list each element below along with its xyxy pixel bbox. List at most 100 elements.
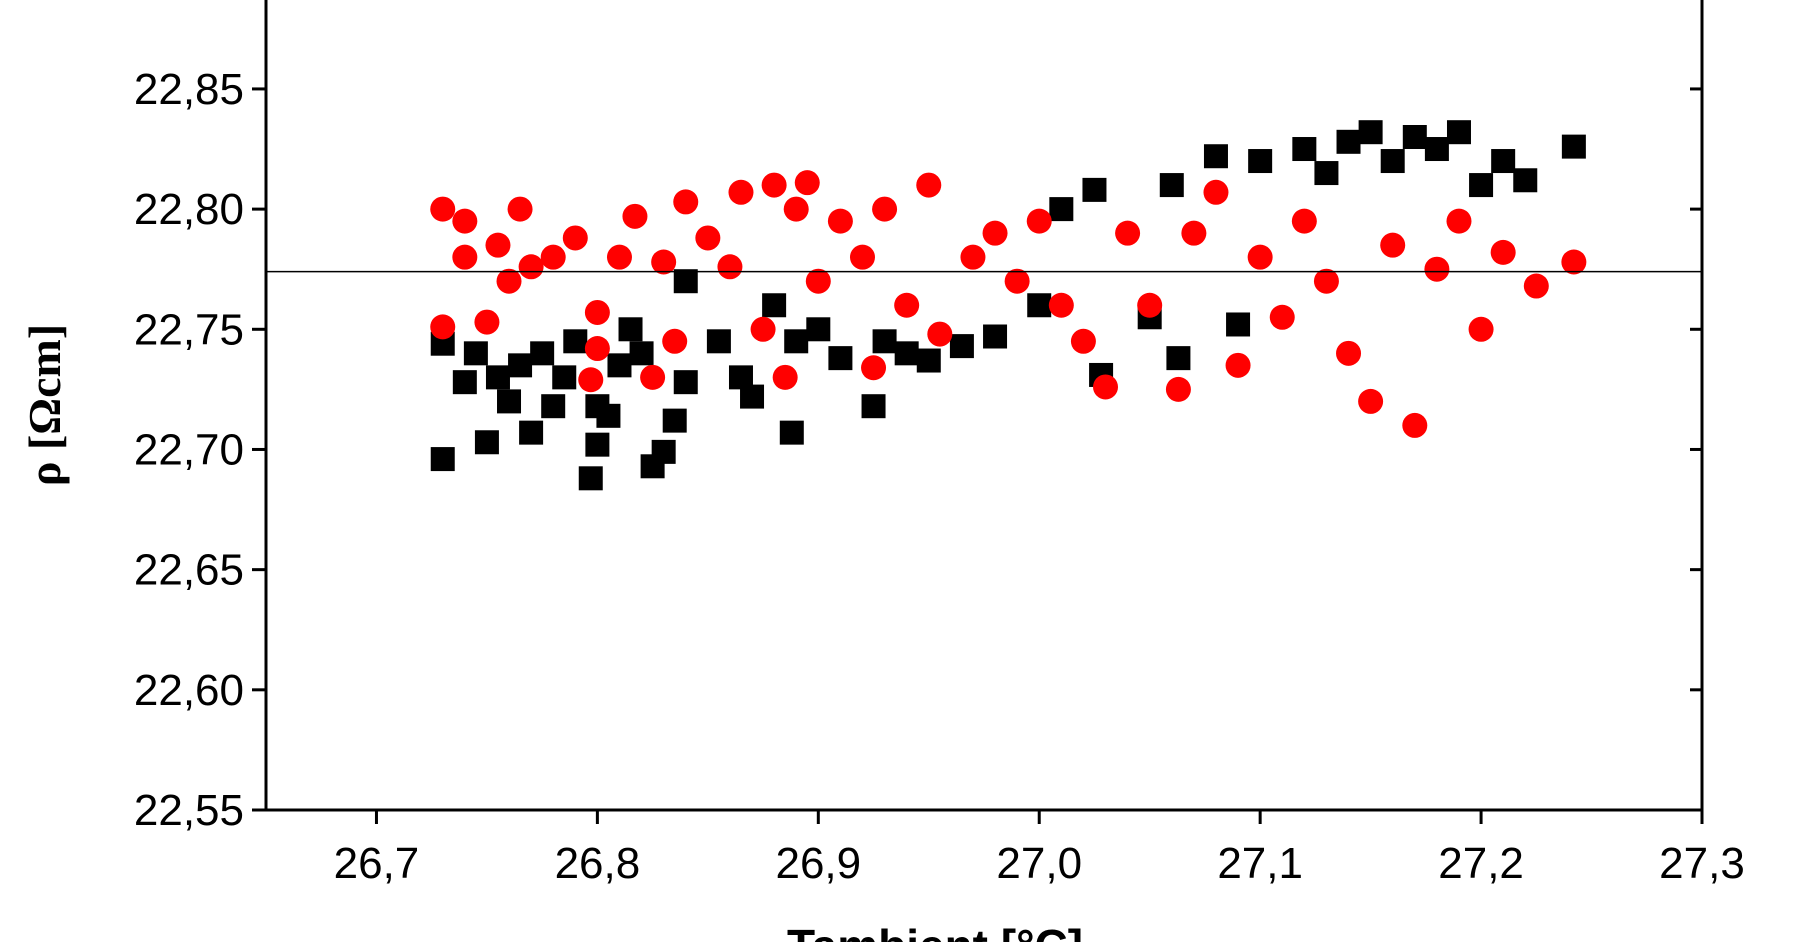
square-point <box>497 389 522 414</box>
x-axis-title: Tambient [°C] <box>787 920 1083 942</box>
y-axis-title: ρ [Ωcm] <box>19 324 70 486</box>
x-tick-label: 26,9 <box>775 839 861 888</box>
square-point <box>541 394 566 419</box>
circle-point <box>1247 244 1273 270</box>
circle-point <box>861 355 887 381</box>
circle-point <box>750 316 776 342</box>
x-tick-label: 27,1 <box>1217 839 1303 888</box>
square-point <box>629 341 654 366</box>
y-tick-label: 22,75 <box>134 305 244 354</box>
square-point <box>485 365 510 390</box>
square-point <box>474 430 499 455</box>
square-point <box>1513 168 1538 193</box>
circle-point <box>640 364 666 390</box>
circle-point <box>1026 208 1052 234</box>
circle-point <box>540 244 566 270</box>
circle-point <box>1115 220 1141 246</box>
circle-point <box>1004 268 1030 294</box>
square-point <box>1469 173 1494 198</box>
square-point <box>894 341 919 366</box>
square-point <box>1166 346 1191 371</box>
circle-point <box>805 268 831 294</box>
square-point <box>673 370 698 395</box>
square-point <box>596 403 621 428</box>
y-tick-label: 22,85 <box>134 65 244 114</box>
circle-point <box>872 196 898 222</box>
circle-point <box>761 172 787 198</box>
circle-point <box>927 321 953 347</box>
square-point <box>872 329 897 354</box>
y-tick-label: 22,80 <box>134 185 244 234</box>
circle-point <box>916 172 942 198</box>
circle-point <box>1402 412 1428 438</box>
circle-point <box>1165 376 1191 402</box>
circle-point <box>1225 352 1251 378</box>
circle-point <box>1446 208 1472 234</box>
square-point <box>1380 149 1405 174</box>
circle-point <box>578 367 604 393</box>
circle-point <box>783 196 809 222</box>
circle-point <box>960 244 986 270</box>
square-point <box>1203 144 1228 169</box>
circle-point <box>430 196 456 222</box>
circle-point <box>1137 292 1163 318</box>
square-point <box>1159 173 1184 198</box>
square-point <box>706 329 731 354</box>
y-tick-label: 22,60 <box>134 666 244 715</box>
square-point <box>949 334 974 359</box>
square-point <box>1402 125 1427 150</box>
x-tick-label: 27,2 <box>1438 839 1524 888</box>
circle-point <box>1380 232 1406 258</box>
circle-point <box>485 232 511 258</box>
circle-point <box>827 208 853 234</box>
circle-point <box>1468 316 1494 342</box>
circle-point <box>430 314 456 340</box>
square-point <box>430 447 455 472</box>
circle-point <box>474 309 500 335</box>
circle-point <box>1291 208 1317 234</box>
square-point <box>1292 137 1317 162</box>
square-point <box>762 293 787 318</box>
circle-point <box>496 268 522 294</box>
x-tick-label: 26,8 <box>555 839 641 888</box>
square-point <box>452 370 477 395</box>
circle-point <box>606 244 632 270</box>
circle-point <box>717 254 743 280</box>
square-point <box>463 341 488 366</box>
circle-point <box>651 249 677 275</box>
circle-point <box>1490 239 1516 265</box>
circle-point <box>562 225 588 251</box>
y-tick-label: 22,65 <box>134 546 244 595</box>
square-point <box>1336 129 1361 154</box>
circle-point <box>1048 292 1074 318</box>
square-point <box>662 408 687 433</box>
square-point <box>828 346 853 371</box>
circle-point <box>1269 304 1295 330</box>
circle-point <box>1203 179 1229 205</box>
circle-point <box>452 208 478 234</box>
circle-point <box>1093 374 1119 400</box>
square-point <box>530 341 555 366</box>
x-tick-label: 27,0 <box>996 839 1082 888</box>
square-point <box>779 420 804 445</box>
circle-point <box>673 189 699 215</box>
circle-point <box>1424 256 1450 282</box>
square-point <box>740 384 765 409</box>
circle-point <box>1070 328 1096 354</box>
x-tick-label: 27,3 <box>1659 839 1745 888</box>
square-point <box>563 329 588 354</box>
square-point <box>552 365 577 390</box>
circle-point <box>794 170 820 196</box>
square-point <box>651 439 676 464</box>
y-tick-label: 22,70 <box>134 425 244 474</box>
circle-point <box>982 220 1008 246</box>
circle-point <box>1336 340 1362 366</box>
square-point <box>578 466 603 491</box>
circle-point <box>728 179 754 205</box>
circle-point <box>1561 249 1587 275</box>
circle-point <box>1181 220 1207 246</box>
square-point <box>618 317 643 342</box>
circle-point <box>772 364 798 390</box>
y-tick-label: 22,55 <box>134 786 244 835</box>
